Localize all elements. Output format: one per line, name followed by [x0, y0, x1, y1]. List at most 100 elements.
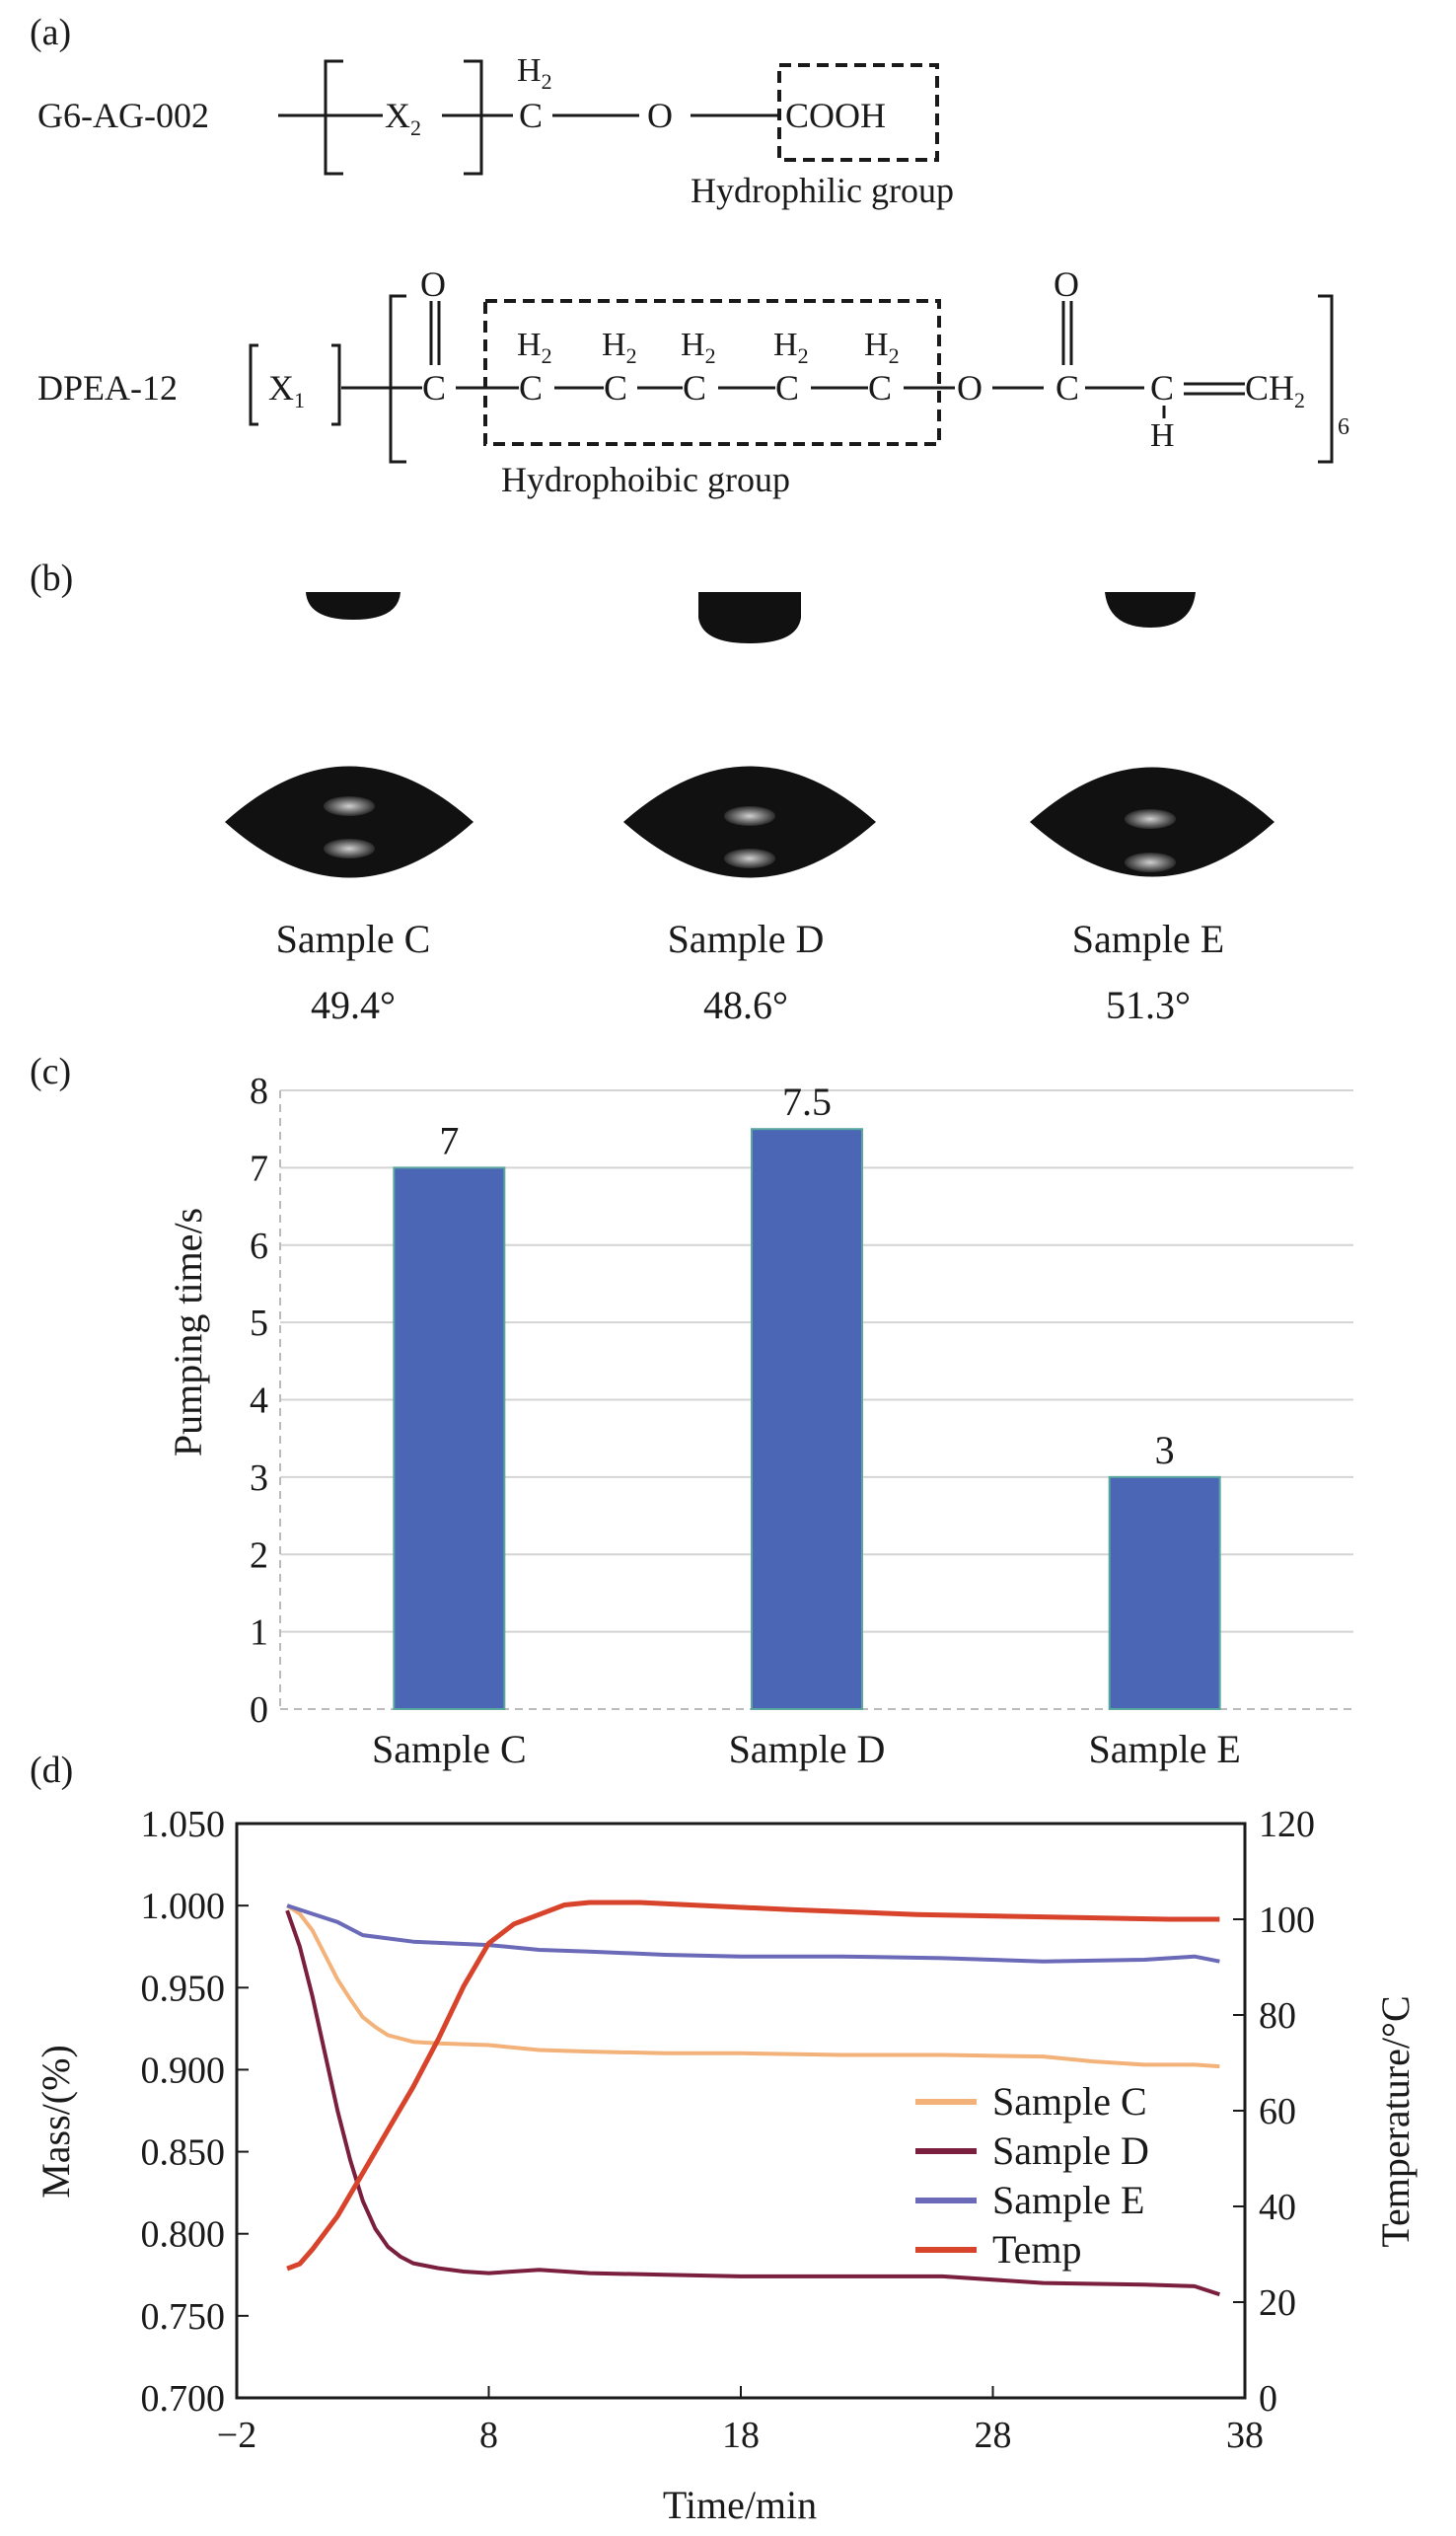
y-tick-label: 4 — [250, 1380, 268, 1422]
series-line-sample-e — [286, 1903, 1220, 1964]
dpea-h2-3: H2 — [681, 327, 716, 368]
series-line-sample-d — [285, 1909, 1221, 2297]
y-tick-label: 0 — [250, 1689, 268, 1731]
panel-b: (b) Sample C 49.4° — [30, 558, 1274, 1027]
dpea-c1: C — [422, 368, 446, 408]
line-chart-series — [285, 1900, 1221, 2297]
dpea-h2-4: H2 — [773, 327, 809, 368]
x-category-label: Sample E — [1088, 1727, 1240, 1771]
bar-chart-ylabel: Pumping time/s — [166, 1208, 210, 1456]
droplet-sample-c — [225, 592, 473, 878]
x-tick-label: 38 — [1226, 2415, 1264, 2456]
line-chart-ylabel: Mass/(%) — [34, 2045, 78, 2199]
x-tick-label: −2 — [217, 2415, 256, 2456]
g6-structure — [278, 59, 939, 176]
dpea-h-bottom: H — [1150, 417, 1175, 454]
dpea-x: X1 — [268, 368, 305, 412]
x-category-label: Sample C — [372, 1727, 527, 1771]
y2-tick-label: 80 — [1259, 1995, 1296, 2037]
hydrophilic-box — [777, 63, 939, 162]
y-tick-label: 1 — [250, 1612, 268, 1654]
y-tick-label: 7 — [250, 1148, 268, 1189]
line-chart-axes: 0.700 0.750 0.800 0.850 0.900 0.950 1.000 1.050… — [141, 1804, 1316, 2456]
bar-value-label: 3 — [1155, 1428, 1175, 1472]
dpea-c-4: C — [775, 368, 799, 408]
dpea-c-ester: C — [1056, 368, 1079, 408]
line-chart-y2label: Temperature/°C — [1373, 1995, 1418, 2247]
dpea-c-3: C — [683, 368, 706, 408]
bar — [751, 1128, 863, 1710]
x-tick-label: 18 — [722, 2415, 760, 2456]
panel-a-label: (a) — [30, 12, 71, 53]
hydrophobic-box — [483, 299, 941, 446]
legend-label: Temp — [992, 2227, 1082, 2272]
y-tick-label: 0.950 — [141, 1968, 226, 2009]
x-tick-label: 28 — [975, 2415, 1012, 2456]
y-tick-label: 5 — [250, 1303, 268, 1344]
x-category-label: Sample D — [729, 1727, 886, 1771]
y-tick-label: 6 — [250, 1226, 268, 1267]
sample-e-name: Sample E — [1072, 917, 1224, 961]
y2-tick-label: 0 — [1259, 2378, 1277, 2420]
y2-tick-label: 60 — [1259, 2091, 1296, 2132]
hydrophilic-label: Hydrophilic group — [691, 171, 954, 210]
y2-tick-label: 100 — [1259, 1900, 1315, 1941]
panel-a: (a) G6-AG-002 X2 H2 C O COOH Hydrophilic… — [30, 12, 1349, 499]
sample-e-angle: 51.3° — [1106, 983, 1191, 1027]
dpea-h2-2: H2 — [602, 327, 637, 368]
dpea-name: DPEA-12 — [37, 368, 178, 408]
panel-c-label: (c) — [30, 1051, 71, 1092]
droplet-sample-e — [1030, 592, 1274, 877]
dpea-structure — [249, 294, 1334, 464]
line-chart-xlabel: Time/min — [663, 2483, 817, 2527]
y2-tick-label: 20 — [1259, 2282, 1296, 2324]
bar — [393, 1166, 506, 1710]
dpea-c-vinyl: C — [1150, 368, 1174, 408]
bar-value-label: 7.5 — [782, 1080, 832, 1124]
bar-chart-bars: 77.53 — [393, 1080, 1221, 1710]
legend-label: Sample D — [992, 2128, 1149, 2173]
dpea-c-1: C — [519, 368, 543, 408]
dpea-repeat: 6 — [1338, 414, 1349, 440]
dpea-o-top1: O — [420, 264, 446, 304]
dpea-o: O — [957, 368, 983, 408]
y-tick-label: 3 — [250, 1457, 268, 1499]
y2-tick-label: 120 — [1259, 1804, 1315, 1845]
y-tick-label: 1.050 — [141, 1804, 226, 1845]
dpea-h2-5: H2 — [864, 327, 900, 368]
y-tick-label: 0.850 — [141, 2132, 226, 2174]
g6-x: X2 — [385, 96, 421, 140]
g6-name: G6-AG-002 — [37, 96, 209, 135]
y-tick-label: 0.750 — [141, 2296, 226, 2338]
dpea-chain: H2 C H2 C H2 C H2 C H2 C — [517, 327, 900, 408]
y-tick-label: 0.700 — [141, 2378, 226, 2420]
dpea-ch2: CH2 — [1245, 368, 1305, 412]
g6-o: O — [647, 96, 673, 135]
y-tick-label: 1.000 — [141, 1886, 226, 1927]
legend-label: Sample E — [992, 2178, 1144, 2222]
bar — [1108, 1475, 1221, 1710]
hydrophobic-label: Hydrophoibic group — [501, 460, 790, 499]
sample-c-angle: 49.4° — [311, 983, 396, 1027]
y-tick-label: 2 — [250, 1534, 268, 1576]
dpea-c-5: C — [868, 368, 892, 408]
bar-value-label: 7 — [439, 1118, 459, 1162]
sample-c-name: Sample C — [276, 917, 431, 961]
series-line-temp — [286, 1900, 1220, 2272]
bar-chart-axes: 0 1 2 3 4 5 6 7 8 Sample C Sample D Sample E — [250, 1071, 1241, 1771]
series-line-sample-c — [286, 1903, 1220, 2069]
panel-b-label: (b) — [30, 558, 73, 599]
sample-d-angle: 48.6° — [703, 983, 788, 1027]
dpea-c-2: C — [604, 368, 627, 408]
g6-cooh: COOH — [785, 96, 886, 135]
y-tick-label: 8 — [250, 1071, 268, 1112]
y-tick-label: 0.900 — [141, 2050, 226, 2091]
y2-tick-label: 40 — [1259, 2187, 1296, 2228]
panel-d-label: (d) — [30, 1750, 73, 1791]
dpea-h2-1: H2 — [517, 327, 552, 368]
g6-c: C — [519, 96, 543, 135]
legend-label: Sample C — [992, 2079, 1147, 2124]
droplet-sample-d — [623, 592, 876, 878]
